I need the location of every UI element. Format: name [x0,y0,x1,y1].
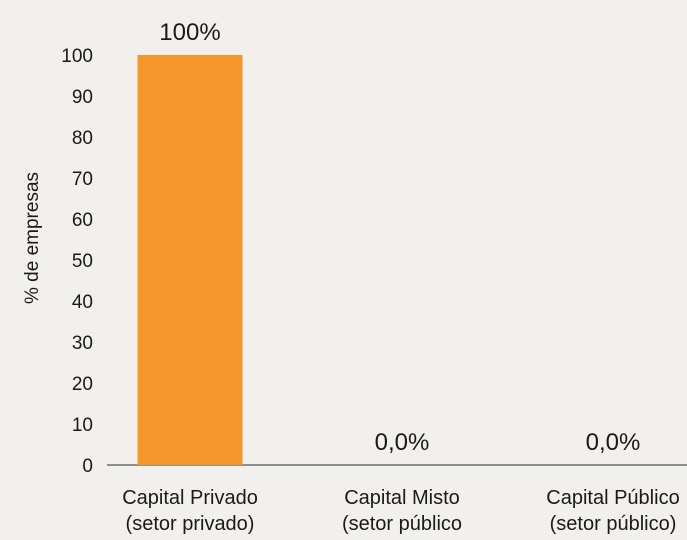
y-tick-label: 60 [72,210,93,231]
y-tick-label: 70 [72,169,93,190]
data-label: 0,0% [586,429,641,456]
bars [137,55,243,465]
y-axis-title: % de empresas [22,172,43,304]
category-label: (setor público [342,513,462,535]
category-label: Capital Misto [344,487,460,509]
y-tick-label: 90 [72,87,93,108]
data-label: 100% [159,19,220,46]
y-axis-title-group: % de empresas [22,172,43,304]
y-tick-label: 0 [82,456,93,477]
data-labels: 100% 0,0% 0,0% [159,19,640,456]
y-tick-label: 20 [72,374,93,395]
category-label: Capital Público [546,487,679,509]
y-tick-label: 10 [72,415,93,436]
y-tick-label: 40 [72,292,93,313]
bar [137,55,243,465]
data-label: 0,0% [375,429,430,456]
y-tick-label: 50 [72,251,93,272]
y-tick-label: 30 [72,333,93,354]
category-labels: Capital Privado (setor privado) Capital Mi… [122,487,680,540]
y-tick-label: 80 [72,128,93,149]
y-tick-label: 100 [61,46,93,67]
category-label: (setor privado) [126,513,255,535]
category-label: Capital Privado [122,487,258,509]
y-tick-labels: 0 10 20 30 40 50 60 70 80 90 100 [61,46,93,477]
category-label: (setor público) [550,513,677,535]
